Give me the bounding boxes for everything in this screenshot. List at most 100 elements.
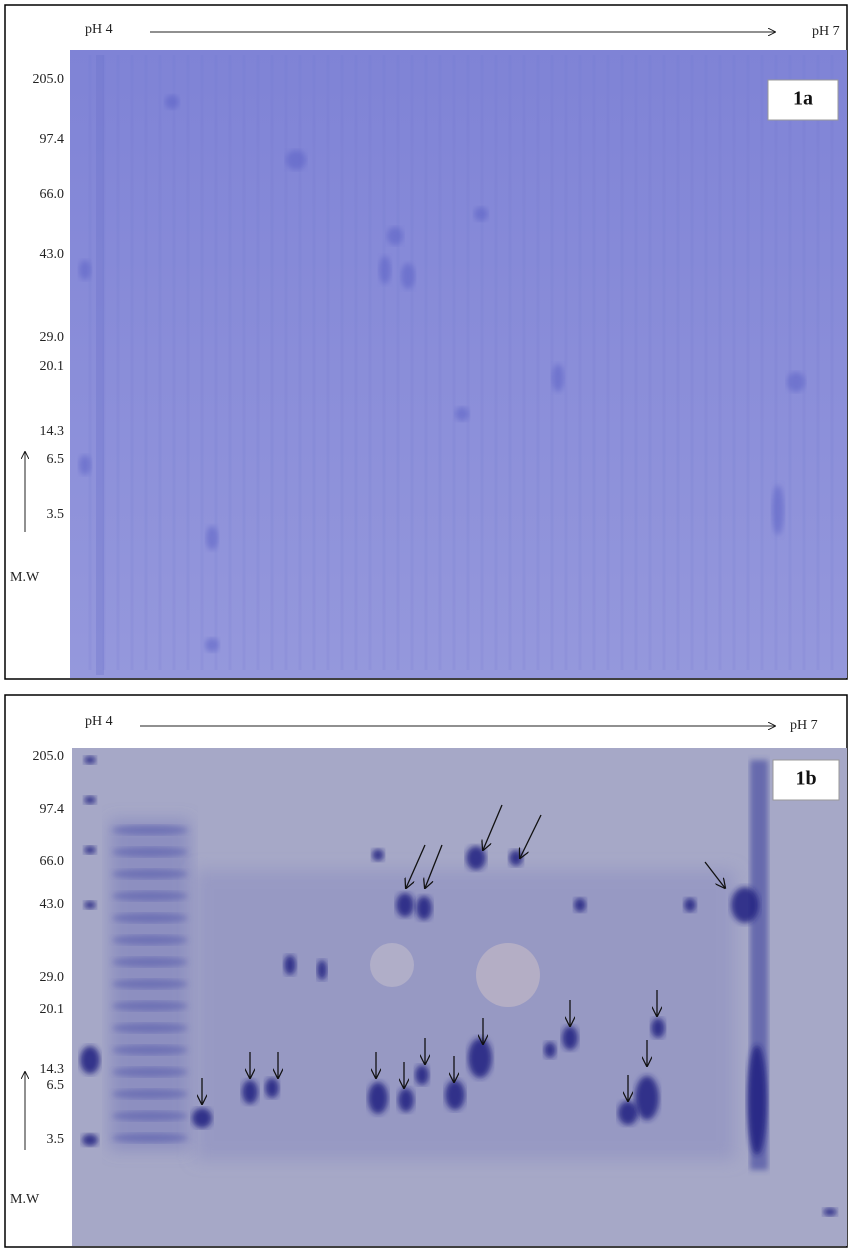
gel-spot (474, 207, 488, 221)
ladder-band (112, 1067, 188, 1077)
mw-axis-label: M.W (10, 1192, 40, 1207)
mw-marker-label: 14.3 (40, 424, 65, 439)
mw-marker-label: 6.5 (47, 452, 65, 467)
protein-spot (651, 1018, 665, 1038)
protein-spot (265, 1078, 279, 1098)
mw-marker-label: 66.0 (40, 187, 65, 202)
mw-marker-label: 43.0 (40, 247, 65, 262)
protein-spot (368, 1082, 388, 1114)
ladder-band (112, 1133, 188, 1143)
ladder-band (112, 869, 188, 879)
mw-marker-label: 205.0 (33, 72, 65, 87)
spot-arrow (520, 814, 542, 858)
protein-spot (84, 846, 96, 854)
protein-spot (416, 896, 432, 920)
ladder-band (112, 957, 188, 967)
spot-arrow (406, 844, 426, 888)
gel-spots (79, 55, 834, 675)
mw-marker-label: 97.4 (40, 802, 65, 817)
ladder-band (112, 1089, 188, 1099)
gel-smear (195, 870, 735, 1160)
protein-spot (562, 1026, 578, 1050)
spot-arrows (202, 804, 725, 1104)
mw-labels: 205.097.466.043.029.020.114.36.53.5 (33, 749, 65, 1147)
mw-marker-label: 205.0 (33, 749, 65, 764)
mw-marker-label: 20.1 (40, 359, 65, 374)
ladder-band (112, 913, 188, 923)
ladder-band (112, 979, 188, 989)
panel-tag-box (767, 79, 839, 121)
mw-marker-label: 20.1 (40, 1002, 65, 1017)
gel-spot (401, 263, 415, 289)
ladder-band (112, 1111, 188, 1121)
mw-marker-label: 66.0 (40, 854, 65, 869)
protein-spot (635, 1076, 659, 1120)
protein-spot (468, 1038, 492, 1078)
protein-spot (823, 1208, 837, 1216)
panel-b: pH 4 pH 7 1b 205.0 97.4 66.0 43.0 29.0 20.1 14… (4, 694, 848, 1248)
protein-spot (415, 1065, 429, 1085)
panel-tag: 1a (793, 88, 813, 110)
protein-spot (731, 887, 759, 923)
gel-spot (379, 256, 391, 284)
gel-spot (387, 227, 403, 245)
gel-image (70, 50, 847, 678)
protein-spot (192, 1108, 212, 1128)
ladder-band (112, 935, 188, 945)
ph-right: pH 7 (790, 718, 818, 733)
protein-spot (372, 849, 384, 861)
protein-spot (396, 893, 414, 917)
gel-spot (772, 485, 784, 535)
panel-tag-box (772, 759, 840, 801)
spot-arrow (425, 844, 443, 888)
gel-spot (165, 95, 179, 109)
panel-tag: 1b (795, 768, 816, 790)
protein-spot (80, 1046, 100, 1074)
mw-marker-label: 6.5 (47, 1078, 65, 1093)
protein-spot (445, 1080, 465, 1110)
mw-marker-label: 3.5 (47, 507, 65, 522)
ladder-band (112, 847, 188, 857)
protein-spot (747, 1045, 767, 1155)
protein-spot (84, 756, 96, 764)
protein-spot (317, 960, 327, 980)
mw-marker-label: 43.0 (40, 897, 65, 912)
protein-spot (284, 955, 296, 975)
ladder-band (112, 1045, 188, 1055)
gel-spot (206, 526, 218, 550)
gel-spots (80, 756, 837, 1216)
protein-spot (544, 1042, 556, 1058)
spot-arrow (704, 861, 725, 888)
spot-arrow (483, 804, 503, 850)
gel-spot (787, 372, 805, 392)
ph-left: pH 4 (85, 714, 113, 729)
gel-spot (205, 638, 219, 652)
mw-labels: 205.0 97.4 66.0 43.0 29.0 20.1 14.3 6.5 3.5 (33, 72, 65, 522)
gel-spot (286, 150, 306, 170)
protein-spot (84, 901, 96, 909)
ladder-band (112, 825, 188, 835)
ph-right: pH 7 (812, 24, 840, 39)
mw-marker-label: 29.0 (40, 330, 65, 345)
mw-marker-label: 97.4 (40, 132, 65, 147)
mw-axis-label: M.W (10, 570, 40, 585)
panel-a: pH 4 pH 7 1a 205.0 97.4 66.0 43.0 29.0 20.1 14… (4, 4, 848, 680)
ladder-band (112, 1023, 188, 1033)
protein-spot (684, 898, 696, 912)
protein-spot (82, 1134, 98, 1146)
protein-spot (618, 1101, 638, 1125)
gel-spot (79, 260, 91, 280)
pale-disc (476, 943, 540, 1007)
protein-spot (242, 1080, 258, 1104)
gel-spot (79, 455, 91, 475)
protein-spot (398, 1088, 414, 1112)
gel-band (96, 55, 104, 675)
protein-spot (466, 846, 486, 870)
gel-spot (455, 407, 469, 421)
ladder-band (112, 891, 188, 901)
pale-disc (370, 943, 414, 987)
mw-marker-label: 29.0 (40, 970, 65, 985)
gel-spot (552, 364, 564, 392)
mw-marker-label: 3.5 (47, 1132, 65, 1147)
